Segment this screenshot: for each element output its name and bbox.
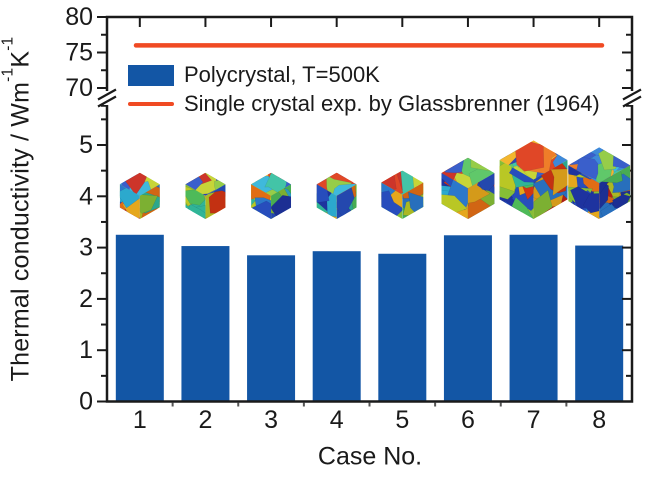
polycrystal-cube-case-8	[568, 147, 631, 220]
y-tick-label: 4	[79, 182, 93, 210]
axis-break-gap	[104, 91, 110, 105]
cube-face	[251, 172, 292, 196]
polycrystal-cube-case-7	[499, 140, 568, 220]
axis-break-right	[622, 88, 642, 108]
grain	[213, 208, 226, 220]
cube-face-shade	[441, 173, 468, 220]
y-axis-title-part: K	[6, 50, 35, 68]
cube-face-shade	[499, 160, 534, 220]
bars	[115, 234, 624, 402]
axis-break-slash	[622, 88, 642, 101]
x-tick-label: 3	[264, 406, 278, 434]
grain	[336, 184, 355, 219]
bar-case-3	[247, 255, 296, 402]
cube-face-shade	[599, 165, 631, 220]
grain	[582, 192, 600, 214]
cube-face-shade	[271, 184, 292, 220]
y-axis-title-part: Thermal conductivity / Wm	[6, 81, 35, 382]
x-tick-label: 1	[133, 406, 147, 434]
cube-face	[381, 182, 403, 220]
x-tick-label: 6	[461, 406, 475, 434]
bar-case-4	[312, 251, 361, 402]
x-tick-label: 4	[330, 406, 344, 434]
polycrystal-cube-case-6	[441, 157, 495, 220]
cube-face-shade	[467, 173, 495, 220]
y-tick-label: 70	[65, 74, 93, 102]
cube-face-shade	[402, 182, 424, 220]
cube-face-shade	[441, 157, 495, 189]
grain	[208, 190, 226, 214]
y-tick-label: 75	[65, 39, 93, 67]
cube-face-shade	[568, 147, 631, 184]
polycrystal-cubes	[119, 140, 631, 220]
cube-face-shade	[185, 184, 206, 220]
cube-face	[568, 165, 600, 220]
x-axis-title: Case No.	[317, 442, 423, 471]
y-tick-label: 0	[79, 388, 93, 416]
cube-face-shade	[499, 140, 568, 180]
cube-face-shade	[568, 165, 600, 220]
polycrystal-cube-case-4	[316, 172, 357, 220]
cube-face-shade	[251, 184, 272, 220]
y-tick-labels: 0 1 2 3 4 5 70 75 80	[65, 3, 93, 416]
cube-face-shade	[336, 184, 357, 220]
polycrystal-cube-case-2	[185, 172, 226, 220]
axis-break-left	[97, 88, 117, 108]
legend: Polycrystal, T=500K Single crystal exp. …	[128, 62, 600, 120]
cube-face-shade	[119, 184, 140, 220]
y-tick-label: 2	[79, 285, 93, 313]
cube-face-shade	[205, 184, 226, 220]
bar-case-8	[575, 245, 624, 402]
cube-face-shade	[139, 184, 160, 220]
legend-item-single-crystal: Single crystal exp. by Glassbrenner (196…	[128, 91, 600, 117]
legend-bar-swatch	[128, 64, 174, 86]
bar-case-1	[115, 234, 164, 402]
cube-face-shade	[119, 172, 160, 196]
axis-frame	[105, 15, 634, 403]
polycrystal-cube-case-3	[251, 172, 292, 220]
cube-face-shade	[381, 182, 403, 220]
y-axis-title: Thermal conductivity / Wm-1K-1	[0, 37, 35, 382]
grain	[139, 194, 159, 214]
y-tick-label: 1	[79, 336, 93, 364]
legend-label-polycrystal: Polycrystal, T=500K	[184, 62, 380, 87]
bar-case-7	[509, 234, 558, 402]
grain	[551, 203, 568, 220]
polycrystal-cube-case-5	[381, 170, 424, 220]
legend-label-single-crystal: Single crystal exp. by Glassbrenner (196…	[184, 91, 600, 116]
grain	[467, 177, 491, 206]
axis-break-slash	[622, 95, 642, 108]
cube-face-shade	[316, 172, 357, 196]
cube-face-shade	[251, 172, 292, 196]
bar-case-2	[181, 246, 230, 402]
axis-break-slash	[97, 95, 117, 108]
polycrystal-cube-case-1	[119, 172, 160, 220]
axis-break-slash	[97, 88, 117, 101]
y-tick-label: 5	[79, 131, 93, 159]
cube-face-shade	[316, 184, 337, 220]
y-axis-title-part: -1	[0, 67, 17, 82]
grain	[336, 199, 356, 220]
grain	[550, 168, 568, 197]
x-tick-label: 8	[592, 406, 606, 434]
x-tick-label: 2	[198, 406, 212, 434]
x-ticks: 1 2 3 4 5 6 7 8	[133, 18, 606, 434]
y-tick-label: 80	[65, 3, 93, 31]
x-tick-label: 5	[395, 406, 409, 434]
cube-face-shade	[185, 172, 226, 196]
axis-break-gap	[629, 91, 635, 105]
cube-face-shade	[381, 170, 424, 195]
bar-case-5	[378, 253, 427, 402]
legend-line-swatch	[128, 102, 174, 106]
cube-face-shade	[533, 160, 568, 220]
grain	[381, 190, 403, 220]
y-axis-title-part: -1	[0, 36, 17, 51]
bar-case-6	[443, 235, 492, 402]
y-tick-label: 3	[79, 234, 93, 262]
legend-item-polycrystal: Polycrystal, T=500K	[128, 62, 600, 88]
y-ticks	[97, 16, 631, 403]
x-tick-label: 7	[527, 406, 541, 434]
